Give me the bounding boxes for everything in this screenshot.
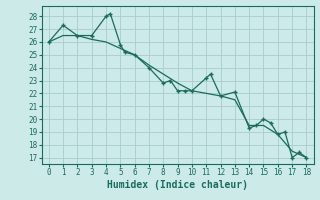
X-axis label: Humidex (Indice chaleur): Humidex (Indice chaleur) <box>107 180 248 190</box>
